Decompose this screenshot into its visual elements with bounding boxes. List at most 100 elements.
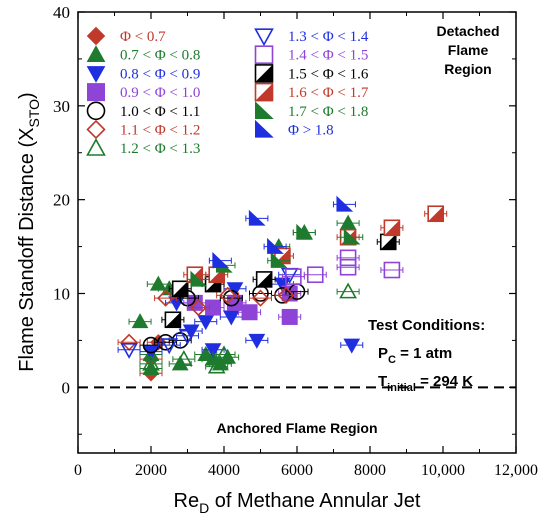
temperature-condition: Tinitial = 294 K (378, 373, 473, 394)
temperature-value: = 294 K (416, 373, 473, 390)
data-point (157, 338, 181, 355)
legend-entry: 1.6 < Φ < 1.7 (254, 82, 369, 102)
detached-region-label-1: Detached (436, 23, 499, 39)
data-point (208, 251, 232, 268)
legend-label: 0.7 < Φ < 0.8 (120, 48, 200, 64)
data-point (380, 219, 404, 237)
x-tick-label: 4000 (208, 462, 240, 479)
y-axis-title-close: ) (16, 92, 38, 99)
legend-label: 1.2 < Φ < 1.3 (120, 141, 200, 157)
x-tick-label: 2000 (135, 462, 167, 479)
data-point (238, 304, 262, 321)
y-tick-label: 20 (53, 191, 70, 210)
data-point (186, 298, 210, 317)
legend-label: 1.4 < Φ < 1.5 (288, 48, 368, 64)
x-tick-label: 6000 (281, 462, 313, 479)
anchored-region-label: Anchored Flame Region (216, 420, 377, 436)
data-point (376, 233, 400, 251)
x-axis-title-subscript: D (199, 500, 209, 516)
x-axis-title-main: Re (174, 490, 200, 512)
data-point (249, 289, 272, 307)
data-point (201, 343, 225, 359)
detached-region-label-3: Region (444, 61, 491, 77)
detached-region-label-2: Flame (448, 42, 489, 58)
data-point (332, 195, 356, 212)
data-point (205, 357, 229, 374)
pressure-symbol: P (378, 345, 388, 362)
y-tick-label: 40 (53, 3, 70, 22)
data-point (186, 270, 210, 287)
legend-entry: 1.0 < Φ < 1.1 (86, 101, 200, 121)
legend-entry: 1.5 < Φ < 1.6 (254, 64, 369, 83)
legend-entry: 1.7 < Φ < 1.8 (255, 101, 368, 120)
data-point (168, 280, 192, 298)
y-axis-title-subscript: STO (26, 99, 42, 128)
legend-entry: 1.1 < Φ < 1.2 (86, 119, 200, 140)
legend-label: 1.5 < Φ < 1.6 (288, 66, 369, 82)
data-point (380, 261, 404, 279)
legend: Φ < 0.7 0.7 < Φ < 0.8 0.8 < Φ < 0.9 0.9 < Φ… (86, 26, 369, 157)
data-point (216, 286, 240, 304)
legend-label: Φ > 1.8 (288, 123, 334, 139)
data-point (340, 228, 364, 245)
data-point (292, 223, 316, 240)
data-point (424, 205, 448, 223)
data-point (278, 308, 302, 325)
x-tick-label: 0 (74, 462, 82, 479)
y-tick-label: 30 (53, 97, 70, 116)
data-point (128, 313, 152, 329)
legend-entry: 1.4 < Φ < 1.5 (254, 45, 368, 65)
legend-entry: 0.7 < Φ < 0.8 (86, 45, 200, 64)
legend-entry: 0.8 < Φ < 0.9 (86, 66, 200, 83)
legend-entry: Φ > 1.8 (255, 119, 334, 139)
data-point (245, 209, 269, 226)
data-point (194, 315, 218, 331)
legend-entry: 0.9 < Φ < 1.0 (87, 83, 200, 102)
legend-label: Φ < 0.7 (120, 29, 166, 45)
data-points (117, 195, 448, 382)
legend-entry: Φ < 0.7 (86, 26, 166, 46)
test-conditions-title: Test Conditions: (368, 317, 485, 334)
pressure-value: = 1 atm (396, 345, 452, 362)
legend-label: 0.8 < Φ < 0.9 (120, 66, 200, 82)
data-point (274, 286, 298, 304)
data-point (252, 271, 276, 288)
legend-label: 1.0 < Φ < 1.1 (120, 104, 200, 120)
legend-entry: 1.2 < Φ < 1.3 (86, 138, 200, 157)
y-axis-title: Flame Standoff Distance (XSTO) (16, 92, 42, 371)
pressure-condition: PC = 1 atm (378, 345, 452, 366)
legend-entry: 1.3 < Φ < 1.4 (254, 28, 369, 47)
data-point (336, 282, 360, 299)
data-point (336, 258, 360, 276)
pressure-subscript: C (388, 354, 396, 366)
y-tick-label: 10 (53, 284, 70, 303)
data-point (340, 338, 364, 354)
data-point (267, 251, 291, 268)
data-point (263, 237, 287, 254)
data-point (176, 328, 199, 345)
legend-label: 1.3 < Φ < 1.4 (288, 29, 369, 45)
legend-label: 1.6 < Φ < 1.7 (288, 85, 369, 101)
axis-ticks: 0 2000 4000 6000 8000 10,000 12,000 0 10 20 30 40 (53, 3, 538, 479)
x-axis-title-rest: of Methane Annular Jet (209, 490, 421, 512)
x-tick-label: 8000 (354, 462, 386, 479)
data-point (117, 342, 141, 359)
legend-label: 1.1 < Φ < 1.2 (120, 123, 200, 139)
data-point (139, 354, 163, 371)
y-tick-label: 0 (62, 378, 71, 397)
y-axis-title-main: Flame Standoff Distance (X (16, 128, 38, 372)
data-point (281, 268, 305, 285)
data-point (303, 266, 327, 284)
temperature-subscript: initial (387, 382, 416, 394)
data-point (161, 311, 185, 329)
legend-label: 0.9 < Φ < 1.0 (120, 85, 200, 101)
data-point (172, 350, 196, 366)
x-tick-label: 10,000 (421, 462, 465, 479)
data-point (212, 345, 236, 362)
legend-label: 1.7 < Φ < 1.8 (288, 104, 368, 120)
data-point (336, 249, 360, 267)
x-tick-label: 12,000 (494, 462, 538, 479)
temperature-symbol: T (378, 373, 387, 390)
x-axis-title: ReD of Methane Annular Jet (174, 490, 421, 516)
